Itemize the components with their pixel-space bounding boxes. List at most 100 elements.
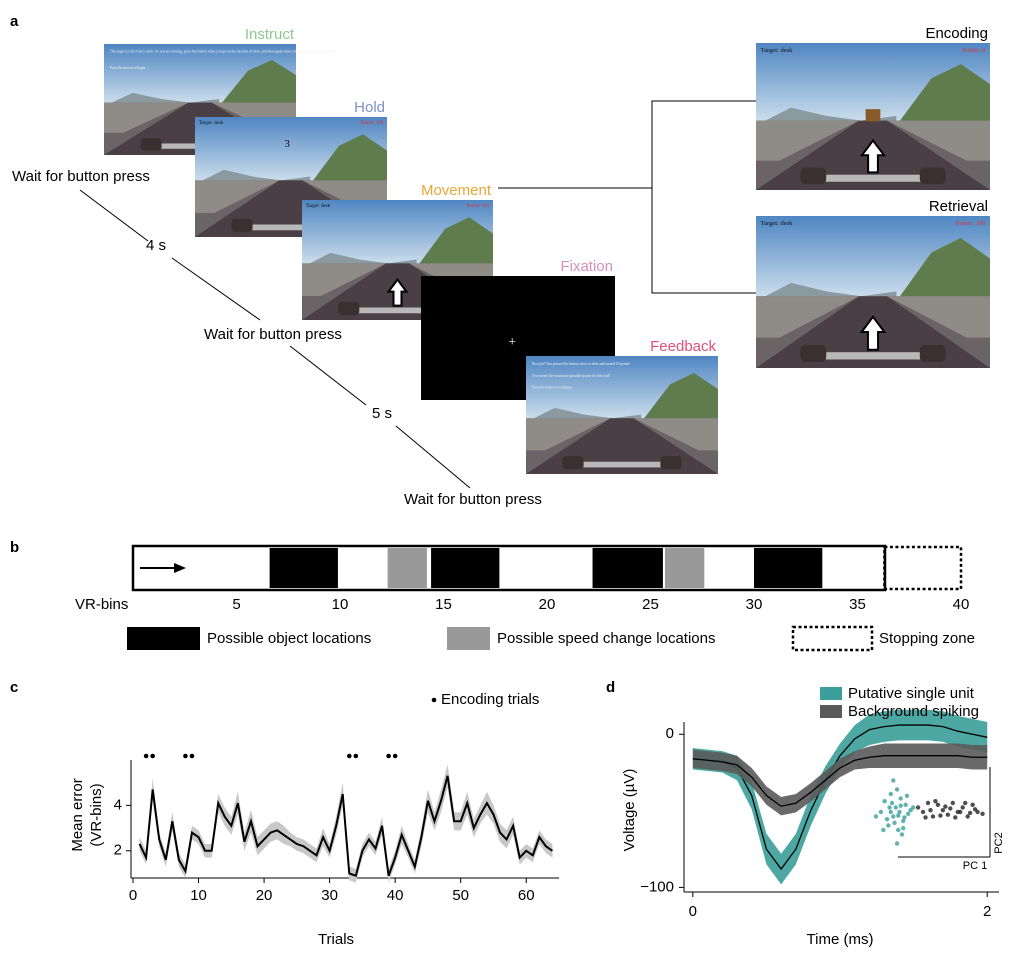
x-tick-label: 2: [983, 903, 991, 920]
y-tick-label: 0: [666, 725, 674, 742]
scatter-point: [879, 810, 883, 814]
x-tick-label: 25: [642, 596, 659, 613]
direction-arrow-head: [174, 563, 186, 573]
scatter-point: [923, 815, 927, 819]
screen-text: Target: desk: [761, 220, 793, 227]
region: [665, 548, 704, 588]
branch-line: [652, 101, 756, 293]
scatter-point: [933, 799, 937, 803]
encoding-trial-marker: [190, 754, 195, 759]
scatter-point: [881, 828, 885, 832]
region: [431, 548, 499, 588]
scatter-point: [970, 803, 974, 807]
scatter-point: [948, 806, 952, 810]
y-axis-label: (VR-bins): [88, 783, 105, 846]
legend-swatch: [447, 627, 490, 650]
screen-text: Points: 100: [956, 220, 985, 227]
scatter-point: [911, 805, 915, 809]
connector: [80, 190, 148, 241]
encoding-trial-marker: [150, 754, 155, 759]
x-tick-label: 20: [539, 596, 556, 613]
screen-title: Fixation: [560, 258, 613, 275]
scatter-point: [926, 801, 930, 805]
screen-text: Target: desk: [761, 47, 793, 54]
error-band: [693, 710, 987, 885]
scatter-point: [903, 803, 907, 807]
scatter-point: [905, 794, 909, 798]
scatter-point: [895, 787, 899, 791]
region: [593, 548, 663, 588]
page: { "panel_a": { "label": "a", "screens": …: [0, 0, 1016, 950]
encoding-trial-marker: [386, 754, 391, 759]
panel-label: d: [606, 679, 615, 696]
wait-label: Wait for button press: [12, 168, 150, 185]
scatter-point: [889, 792, 893, 796]
scatter-point: [887, 805, 891, 809]
legend-label: Possible object locations: [207, 630, 371, 647]
scatter-point: [953, 815, 957, 819]
screen-text: Press the button to continue.: [532, 386, 573, 390]
scatter-point: [894, 805, 898, 809]
y-tick-label: 4: [114, 796, 122, 813]
x-tick-label: 30: [746, 596, 763, 613]
screen-text: Nice job! You pressed the button close t…: [532, 362, 631, 366]
legend-swatch: [820, 705, 842, 718]
connector: [396, 426, 470, 488]
scatter-point: [963, 801, 967, 805]
stopping-zone: [884, 547, 961, 589]
scatter-point: [885, 817, 889, 821]
scatter-point: [965, 814, 969, 818]
screen-title: Retrieval: [929, 198, 988, 215]
scatter-point: [980, 812, 984, 816]
x-tick-label: 15: [435, 596, 452, 613]
scatter-point: [889, 810, 893, 814]
legend-label: Stopping zone: [879, 630, 975, 647]
scatter-point: [899, 804, 903, 808]
legend-label: Possible speed change locations: [497, 630, 715, 647]
x-tick-label: 5: [232, 596, 240, 613]
legend-swatch: [793, 627, 872, 650]
x-tick-label: 10: [332, 596, 349, 613]
scatter-point: [946, 813, 950, 817]
scatter-point: [916, 805, 920, 809]
scatter-point: [892, 821, 896, 825]
screen-text: Points: 100: [361, 121, 384, 126]
legend-label: Encoding trials: [441, 691, 539, 708]
region: [754, 548, 822, 588]
scatter-point: [968, 811, 972, 815]
scatter-point: [973, 807, 977, 811]
scatter-point: [931, 814, 935, 818]
wait-label: Wait for button press: [404, 491, 542, 508]
x-axis-label: Time (ms): [807, 931, 874, 948]
mean-line: [140, 776, 553, 876]
legend-marker: [432, 698, 437, 703]
x-tick-label: 40: [953, 596, 970, 613]
screen-title: Encoding: [925, 25, 988, 42]
y-axis-label: Mean error: [69, 778, 86, 851]
scatter-point: [895, 841, 899, 845]
scatter-point: [921, 810, 925, 814]
target-object: [866, 109, 881, 121]
screen-title: Feedback: [650, 338, 716, 355]
delay-label: 4 s: [146, 237, 166, 254]
scatter-point: [899, 796, 903, 800]
legend-label: Background spiking: [848, 703, 979, 720]
connector: [290, 346, 366, 405]
y-tick-label: −100: [640, 878, 674, 895]
encoding-trial-marker: [393, 754, 398, 759]
scatter-point: [938, 813, 942, 817]
scatter-point: [891, 814, 895, 818]
x-tick-label: 0: [129, 887, 137, 904]
panel-label: b: [10, 539, 19, 556]
scatter-point: [896, 813, 900, 817]
figure: a InstructThe target for this trial is d…: [0, 0, 1016, 950]
scatter-point: [901, 826, 905, 830]
wait-label: Wait for button press: [204, 326, 342, 343]
screen-text: Points: 100: [467, 204, 490, 209]
x-tick-label: 20: [256, 887, 273, 904]
panel-label: a: [10, 13, 19, 30]
scatter-point: [958, 810, 962, 814]
panel-label: c: [10, 679, 18, 696]
x-tick-label: 40: [387, 887, 404, 904]
